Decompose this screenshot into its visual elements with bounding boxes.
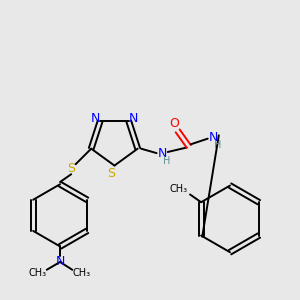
Text: CH₃: CH₃ <box>72 268 90 278</box>
Text: S: S <box>67 162 75 175</box>
Text: N: N <box>91 112 100 124</box>
Text: O: O <box>169 117 179 130</box>
Text: N: N <box>129 112 138 124</box>
Text: CH₃: CH₃ <box>29 268 47 278</box>
Text: H: H <box>214 140 221 150</box>
Text: N: N <box>158 147 167 160</box>
Text: N: N <box>56 256 65 268</box>
Text: S: S <box>107 167 115 180</box>
Text: H: H <box>163 156 170 166</box>
Text: N: N <box>208 131 218 144</box>
Text: CH₃: CH₃ <box>170 184 188 194</box>
